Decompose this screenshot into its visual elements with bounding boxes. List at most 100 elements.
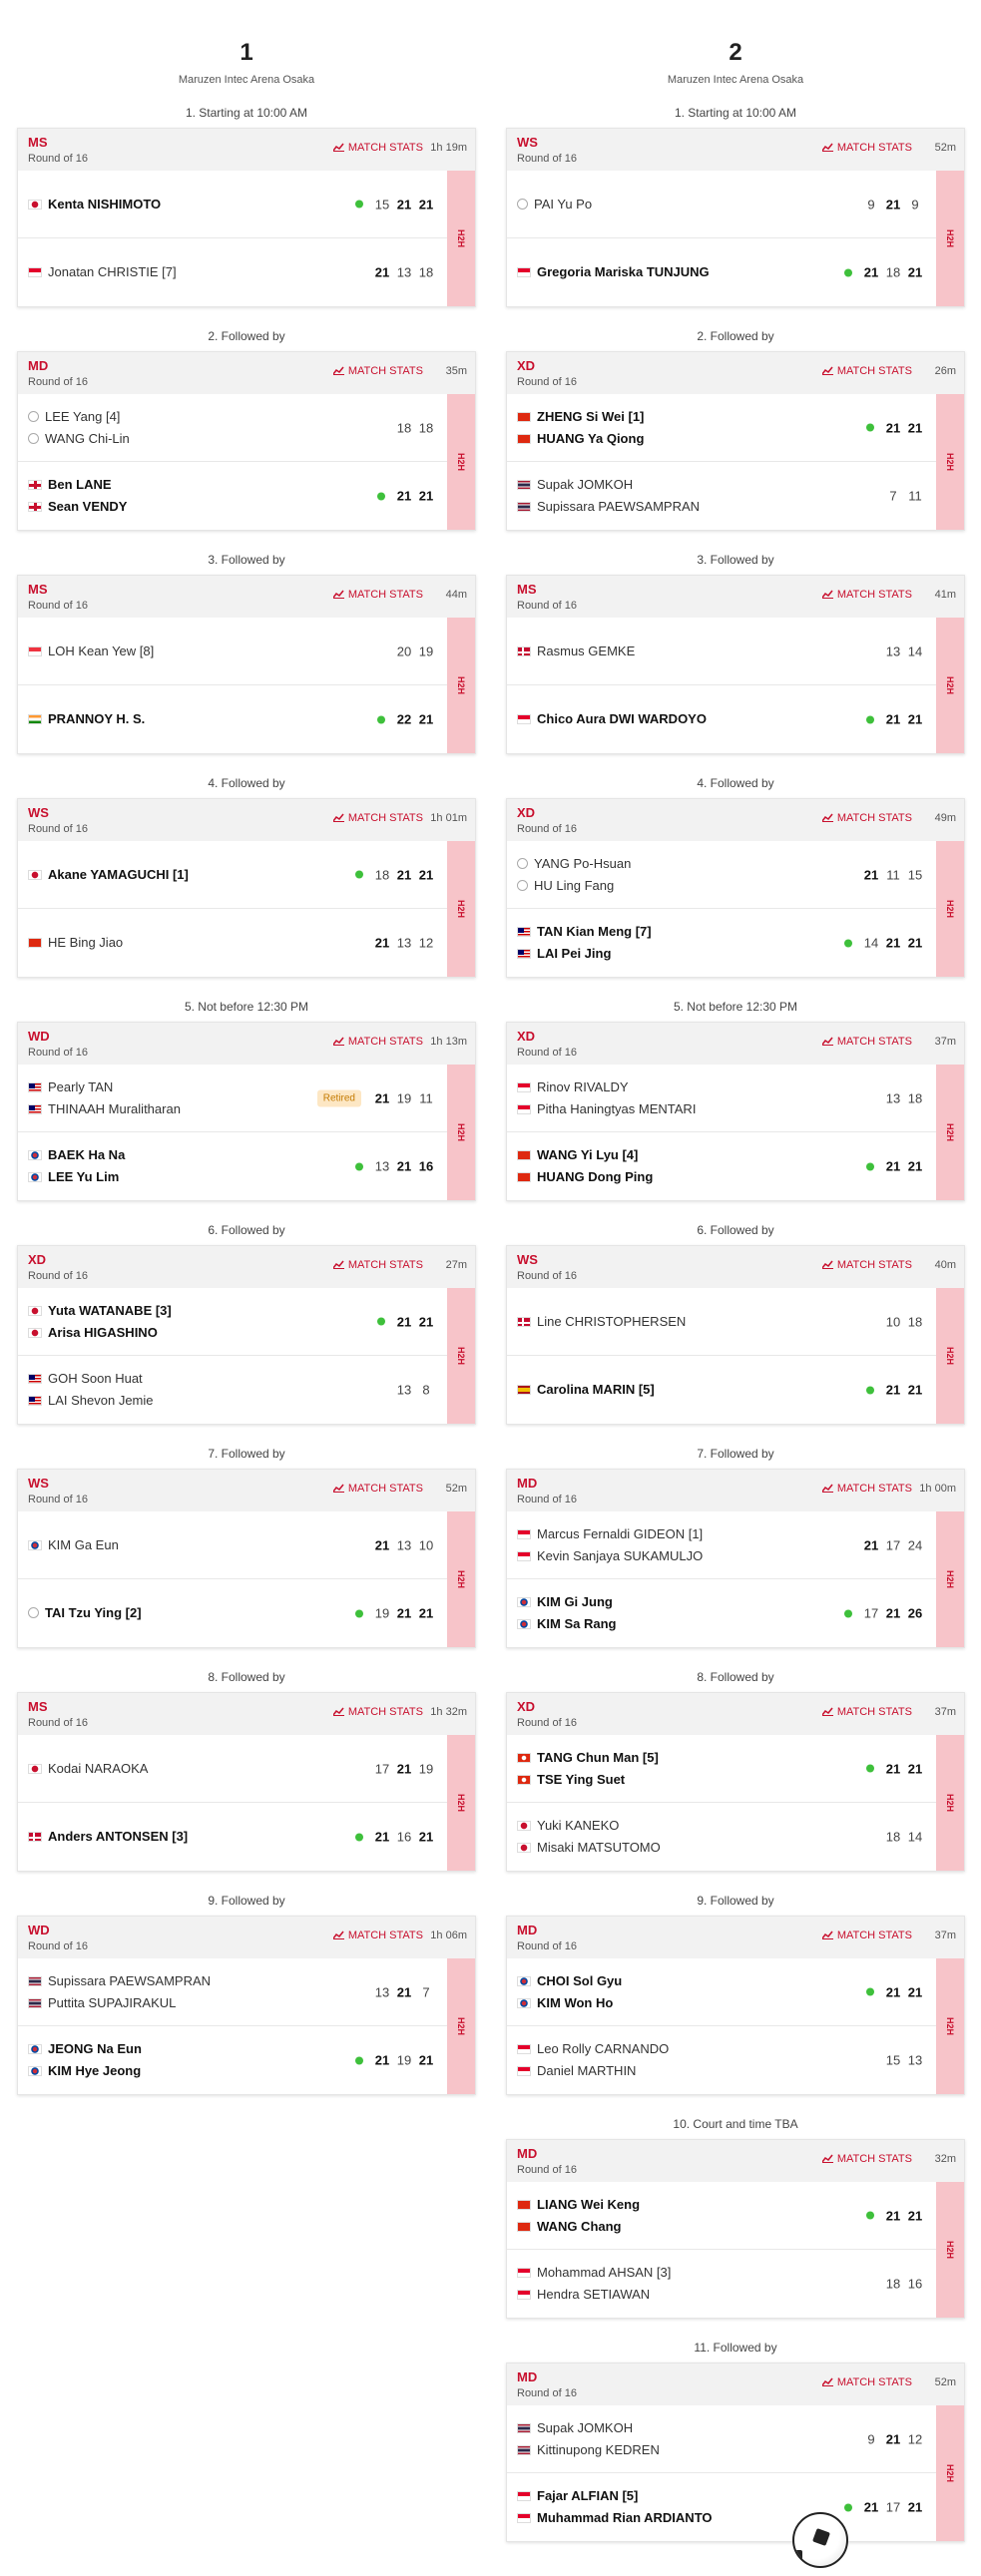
match-stats-link[interactable]: MATCH STATS	[332, 1259, 423, 1271]
h2h-button[interactable]: H2H	[447, 1288, 475, 1424]
h2h-button[interactable]: H2H	[447, 1511, 475, 1647]
player-name[interactable]: Kodai NARAOKA	[28, 1758, 148, 1780]
player-name[interactable]: Sean VENDY	[28, 496, 127, 518]
player-name[interactable]: LEE Yu Lim	[28, 1166, 125, 1188]
match-stats-link[interactable]: MATCH STATS	[821, 2376, 912, 2388]
player-name[interactable]: JEONG Na Eun	[28, 2038, 142, 2060]
match-stats-link[interactable]: MATCH STATS	[332, 142, 423, 154]
player-name[interactable]: Misaki MATSUTOMO	[517, 1837, 661, 1859]
player-name[interactable]: Rasmus GEMKE	[517, 641, 635, 662]
player-name[interactable]: Chico Aura DWI WARDOYO	[517, 708, 707, 730]
match-stats-link[interactable]: MATCH STATS	[821, 589, 912, 601]
player-name[interactable]: Puttita SUPAJIRAKUL	[28, 1992, 211, 2014]
h2h-button[interactable]: H2H	[447, 171, 475, 306]
h2h-button[interactable]: H2H	[447, 1735, 475, 1871]
player-name[interactable]: TAN Kian Meng [7]	[517, 921, 652, 943]
player-name[interactable]: Muhammad Rian ARDIANTO	[517, 2507, 713, 2529]
h2h-button[interactable]: H2H	[936, 1288, 964, 1424]
player-name[interactable]: YANG Po-Hsuan	[517, 853, 631, 875]
h2h-button[interactable]: H2H	[447, 1958, 475, 2094]
player-name[interactable]: LEE Yang [4]	[28, 406, 130, 428]
match-stats-link[interactable]: MATCH STATS	[332, 1483, 423, 1495]
player-name[interactable]: Kevin Sanjaya SUKAMULJO	[517, 1545, 703, 1567]
h2h-button[interactable]: H2H	[936, 394, 964, 530]
player-name[interactable]: THINAAH Muralitharan	[28, 1098, 181, 1120]
h2h-button[interactable]: H2H	[447, 618, 475, 753]
player-name[interactable]: Supissara PAEWSAMPRAN	[517, 496, 700, 518]
player-name[interactable]: BAEK Ha Na	[28, 1144, 125, 1166]
match-stats-link[interactable]: MATCH STATS	[332, 365, 423, 377]
player-name[interactable]: KIM Hye Jeong	[28, 2060, 142, 2082]
player-name[interactable]: PRANNOY H. S.	[28, 708, 145, 730]
player-name[interactable]: Rinov RIVALDY	[517, 1076, 696, 1098]
match-stats-link[interactable]: MATCH STATS	[332, 589, 423, 601]
player-name[interactable]: Mohammad AHSAN [3]	[517, 2262, 671, 2284]
match-stats-link[interactable]: MATCH STATS	[821, 1259, 912, 1271]
player-name[interactable]: PAI Yu Po	[517, 194, 592, 215]
player-name[interactable]: Supak JOMKOH	[517, 2417, 660, 2439]
player-name[interactable]: Hendra SETIAWAN	[517, 2284, 671, 2306]
player-name[interactable]: WANG Yi Lyu [4]	[517, 1144, 653, 1166]
player-name[interactable]: ZHENG Si Wei [1]	[517, 406, 644, 428]
h2h-button[interactable]: H2H	[936, 1065, 964, 1200]
match-stats-link[interactable]: MATCH STATS	[821, 1706, 912, 1718]
player-name[interactable]: CHOI Sol Gyu	[517, 1970, 622, 1992]
player-name[interactable]: GOH Soon Huat	[28, 1368, 154, 1390]
player-name[interactable]: Pitha Haningtyas MENTARI	[517, 1098, 696, 1120]
player-name[interactable]: HUANG Ya Qiong	[517, 428, 644, 450]
player-name[interactable]: KIM Ga Eun	[28, 1534, 119, 1556]
player-name[interactable]: Carolina MARIN [5]	[517, 1379, 655, 1401]
h2h-button[interactable]: H2H	[936, 1511, 964, 1647]
player-name[interactable]: TANG Chun Man [5]	[517, 1747, 659, 1769]
player-name[interactable]: Supissara PAEWSAMPRAN	[28, 1970, 211, 1992]
match-stats-link[interactable]: MATCH STATS	[332, 1930, 423, 1941]
player-name[interactable]: Supak JOMKOH	[517, 474, 700, 496]
player-name[interactable]: Fajar ALFIAN [5]	[517, 2485, 713, 2507]
player-name[interactable]: Line CHRISTOPHERSEN	[517, 1311, 686, 1333]
match-stats-link[interactable]: MATCH STATS	[821, 812, 912, 824]
player-name[interactable]: LAI Shevon Jemie	[28, 1390, 154, 1412]
player-name[interactable]: LAI Pei Jing	[517, 943, 652, 965]
player-name[interactable]: TSE Ying Suet	[517, 1769, 659, 1791]
player-name[interactable]: KIM Won Ho	[517, 1992, 622, 2014]
h2h-button[interactable]: H2H	[936, 2182, 964, 2318]
match-stats-link[interactable]: MATCH STATS	[821, 142, 912, 154]
player-name[interactable]: HU Ling Fang	[517, 875, 631, 897]
player-name[interactable]: Gregoria Mariska TUNJUNG	[517, 261, 710, 283]
player-name[interactable]: Akane YAMAGUCHI [1]	[28, 864, 189, 886]
match-stats-link[interactable]: MATCH STATS	[332, 1036, 423, 1048]
match-stats-link[interactable]: MATCH STATS	[332, 812, 423, 824]
match-stats-link[interactable]: MATCH STATS	[821, 365, 912, 377]
player-name[interactable]: Anders ANTONSEN [3]	[28, 1826, 188, 1848]
h2h-button[interactable]: H2H	[936, 618, 964, 753]
player-name[interactable]: TAI Tzu Ying [2]	[28, 1602, 142, 1624]
player-name[interactable]: Kenta NISHIMOTO	[28, 194, 161, 215]
h2h-button[interactable]: H2H	[936, 841, 964, 977]
h2h-button[interactable]: H2H	[447, 394, 475, 530]
player-name[interactable]: LIANG Wei Keng	[517, 2194, 640, 2216]
player-name[interactable]: Yuki KANEKO	[517, 1815, 661, 1837]
player-name[interactable]: HE Bing Jiao	[28, 932, 123, 954]
player-name[interactable]: Arisa HIGASHINO	[28, 1322, 172, 1344]
player-name[interactable]: Daniel MARTHIN	[517, 2060, 669, 2082]
h2h-button[interactable]: H2H	[447, 841, 475, 977]
h2h-button[interactable]: H2H	[936, 2405, 964, 2541]
player-name[interactable]: Jonatan CHRISTIE [7]	[28, 261, 177, 283]
h2h-button[interactable]: H2H	[936, 171, 964, 306]
match-stats-link[interactable]: MATCH STATS	[821, 1483, 912, 1495]
match-stats-link[interactable]: MATCH STATS	[821, 1930, 912, 1941]
player-name[interactable]: Yuta WATANABE [3]	[28, 1300, 172, 1322]
player-name[interactable]: Pearly TAN	[28, 1076, 181, 1098]
h2h-button[interactable]: H2H	[447, 1065, 475, 1200]
match-stats-link[interactable]: MATCH STATS	[821, 2153, 912, 2165]
player-name[interactable]: KIM Gi Jung	[517, 1591, 616, 1613]
player-name[interactable]: Kittinupong KEDREN	[517, 2439, 660, 2461]
player-name[interactable]: KIM Sa Rang	[517, 1613, 616, 1635]
h2h-button[interactable]: H2H	[936, 1735, 964, 1871]
match-stats-link[interactable]: MATCH STATS	[821, 1036, 912, 1048]
player-name[interactable]: WANG Chang	[517, 2216, 640, 2238]
player-name[interactable]: LOH Kean Yew [8]	[28, 641, 154, 662]
player-name[interactable]: Ben LANE	[28, 474, 127, 496]
player-name[interactable]: WANG Chi-Lin	[28, 428, 130, 450]
player-name[interactable]: Leo Rolly CARNANDO	[517, 2038, 669, 2060]
